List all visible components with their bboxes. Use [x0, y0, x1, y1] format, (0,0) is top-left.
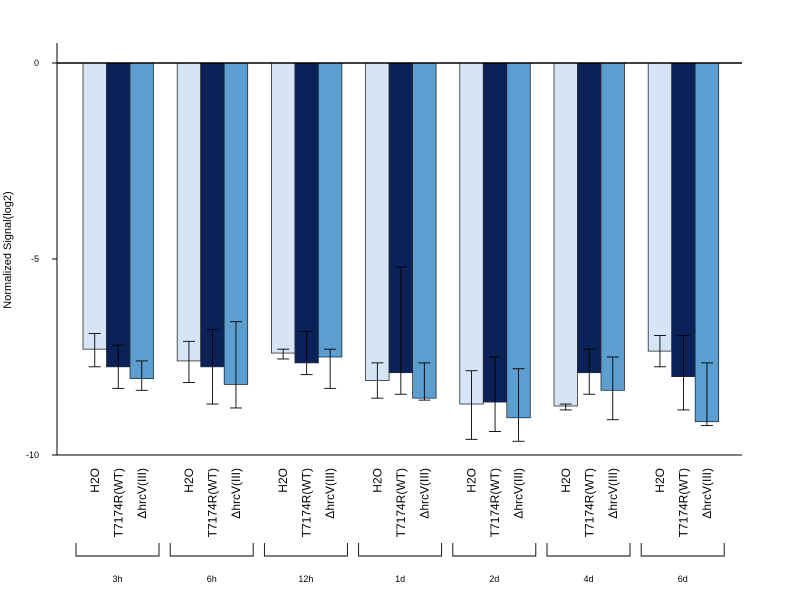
group-label: 6d: [678, 574, 688, 584]
category-tick-label: T7174R(WT): [394, 468, 408, 537]
bar: [82, 62, 107, 350]
group-label: 1d: [395, 574, 405, 584]
group-bracket: [169, 543, 254, 557]
bar: [482, 62, 508, 403]
group-bracket: [452, 543, 537, 557]
category-tick-label: ΔhrcV(III): [606, 468, 620, 519]
category-tick-label: ΔhrcV(III): [135, 468, 149, 519]
bar: [577, 62, 602, 374]
group-label: 2d: [489, 574, 499, 584]
bar: [200, 62, 225, 368]
bar: [553, 62, 578, 407]
category-tick-label: T7174R(WT): [300, 468, 314, 537]
bar: [600, 62, 625, 391]
bar: [106, 62, 131, 368]
group-label: 4d: [583, 574, 593, 584]
bar: [459, 62, 484, 405]
bar: [317, 62, 343, 358]
bar: [506, 62, 531, 419]
bar: [270, 62, 296, 354]
category-tick-label: ΔhrcV(III): [229, 468, 243, 519]
category-tick-label: T7174R(WT): [582, 468, 596, 537]
bar: [412, 62, 437, 399]
group-label: 12h: [298, 574, 313, 584]
y-tick-label: -10: [26, 450, 39, 460]
group-label: 3h: [112, 574, 122, 584]
category-tick-label: H2O: [653, 468, 667, 493]
bar: [365, 62, 390, 381]
group-label: 6h: [207, 574, 217, 584]
group-bracket: [358, 543, 443, 557]
group-bracket: [75, 543, 160, 557]
category-tick-label: ΔhrcV(III): [512, 468, 526, 519]
bar: [671, 62, 696, 378]
group-bracket: [546, 543, 631, 557]
category-tick-label: H2O: [182, 468, 196, 493]
category-tick-label: H2O: [276, 468, 290, 493]
category-tick-label: ΔhrcV(III): [323, 468, 337, 519]
category-tick-label: H2O: [88, 468, 102, 493]
category-tick-label: H2O: [370, 468, 384, 493]
y-axis-title: Normalized Signal(log2): [2, 191, 14, 308]
category-tick-label: H2O: [465, 468, 479, 493]
y-tick-label: -5: [31, 254, 39, 264]
category-tick-label: T7174R(WT): [111, 468, 125, 537]
category-tick-label: T7174R(WT): [676, 468, 690, 537]
bar: [294, 62, 319, 364]
category-tick-label: ΔhrcV(III): [417, 468, 431, 519]
group-bracket: [640, 543, 725, 557]
group-bracket: [263, 543, 348, 557]
category-tick-label: H2O: [559, 468, 573, 493]
bar: [176, 62, 202, 362]
y-tick-label: 0: [34, 58, 39, 68]
bar: [647, 62, 673, 352]
plot-area: 0 -5 -10 H2O T7174R(WT) ΔhrcV(III) H2O T7174R(W…: [26, 43, 742, 584]
category-tick-label: T7174R(WT): [488, 468, 502, 537]
category-tick-label: T7174R(WT): [205, 468, 219, 537]
category-tick-label: ΔhrcV(III): [700, 468, 714, 519]
bar: [129, 62, 154, 379]
